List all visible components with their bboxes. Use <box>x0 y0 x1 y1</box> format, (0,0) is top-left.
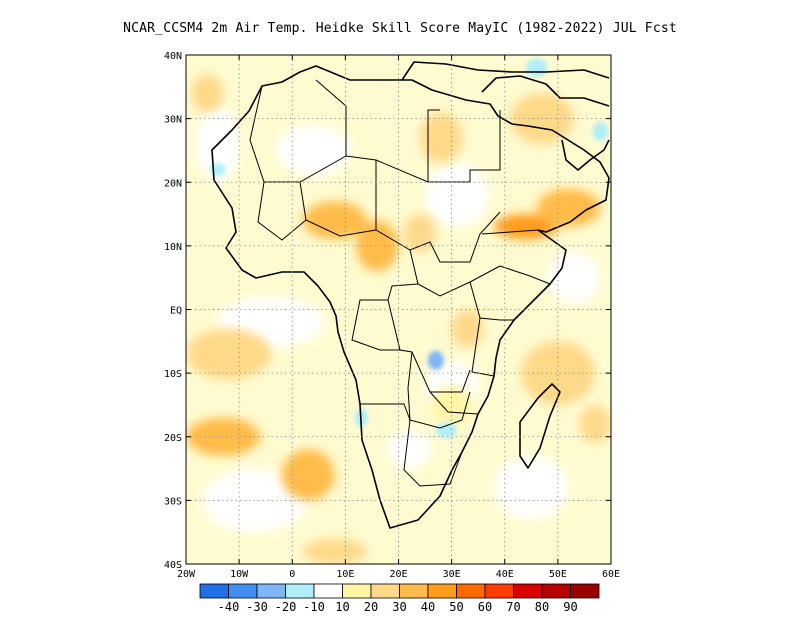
lat-tick-label: 30N <box>164 115 182 126</box>
lon-tick-label: 30E <box>443 569 461 580</box>
lat-tick-label: 10S <box>164 369 182 380</box>
colorbar-label: 60 <box>478 600 492 614</box>
colorbar-swatch <box>399 583 429 599</box>
lat-tick-label: 20S <box>164 433 182 444</box>
colorbar-label: 40 <box>421 600 435 614</box>
colorbar-label: 70 <box>506 600 520 614</box>
colorbar-label: 30 <box>392 600 406 614</box>
colorbar-label: -20 <box>275 600 297 614</box>
no-skill-patch-0 <box>276 124 351 176</box>
colorbar-swatch <box>427 583 457 599</box>
lon-tick-label: 0 <box>289 569 295 580</box>
lat-tick-label: 40N <box>164 51 182 62</box>
skill-patch-4 <box>536 188 601 227</box>
negative-skill-patch-3 <box>435 422 457 439</box>
lon-tick-label: 10E <box>336 569 354 580</box>
colorbar-label: 10 <box>335 600 349 614</box>
lat-tick-label: 30S <box>164 496 182 507</box>
lon-tick-label: 60E <box>602 569 620 580</box>
skill-patch-15 <box>191 74 224 113</box>
colorbar-swatch <box>456 583 486 599</box>
colorbar-swatch <box>370 583 400 599</box>
no-skill-patch-5 <box>387 430 431 469</box>
lon-tick-label: 40E <box>496 569 514 580</box>
colorbar-swatch <box>256 583 286 599</box>
colorbar-label: 80 <box>535 600 549 614</box>
colorbar: -40 -30 -20 -10 10 20 30 40 50 60 70 80 90 <box>199 583 600 614</box>
madagascar-outline <box>519 383 561 469</box>
no-skill-areas <box>196 105 601 533</box>
levant-coast <box>481 75 610 107</box>
skill-patch-8 <box>186 328 271 380</box>
no-skill-patch-7 <box>547 252 601 304</box>
lon-tick-label: 20W <box>177 569 196 580</box>
negative-skill-patch-1 <box>526 58 548 78</box>
colorbar-swatch <box>541 583 571 599</box>
skill-patch-0 <box>302 201 367 240</box>
lon-tick-label: 10W <box>230 569 249 580</box>
colorbar-swatch <box>484 583 514 599</box>
colorbar-swatch <box>285 583 315 599</box>
skill-patch-9 <box>281 449 335 501</box>
lat-tick-label: 10N <box>164 242 182 253</box>
lat-tick-label: 40S <box>164 560 182 571</box>
skill-patch-12 <box>451 309 484 348</box>
no-skill-patch-6 <box>494 455 569 520</box>
colorbar-label: 20 <box>364 600 378 614</box>
negative-skill-patch-2 <box>592 121 609 141</box>
colorbar-swatch <box>228 583 258 599</box>
colorbar-label: -10 <box>303 600 325 614</box>
colorbar-label: 50 <box>449 600 463 614</box>
negative-skill-patch-0 <box>427 350 444 370</box>
skill-patch-11 <box>579 404 611 444</box>
colorbar-label: 90 <box>563 600 577 614</box>
no-skill-patch-1 <box>425 163 489 227</box>
colorbar-swatch <box>199 583 229 599</box>
colorbar-swatch <box>313 583 343 599</box>
colorbar-label: -40 <box>218 600 240 614</box>
africa-coastline <box>211 61 610 529</box>
lon-tick-label: 50E <box>549 569 567 580</box>
gulf-coast <box>561 139 610 171</box>
lat-tick-label: 20N <box>164 178 182 189</box>
skill-patch-13 <box>430 385 473 425</box>
lat-tick-label: EQ <box>170 306 182 317</box>
mediterranean-north-coast <box>401 61 610 81</box>
skill-patch-10 <box>520 341 596 405</box>
skill-patch-14 <box>302 538 367 564</box>
colorbar-label: -30 <box>246 600 268 614</box>
lon-tick-label: 20E <box>389 569 407 580</box>
colorbar-swatch <box>513 583 543 599</box>
no-skill-patch-4 <box>201 468 309 533</box>
colorbar-swatch <box>342 583 372 599</box>
skill-patch-1 <box>356 220 399 272</box>
skill-patch-6 <box>419 112 463 164</box>
graticule <box>186 55 611 564</box>
country-borders <box>249 79 551 487</box>
map-title: NCAR_CCSM4 2m Air Temp. Heidke Skill Sco… <box>123 21 677 36</box>
colorbar-swatch <box>570 583 600 599</box>
